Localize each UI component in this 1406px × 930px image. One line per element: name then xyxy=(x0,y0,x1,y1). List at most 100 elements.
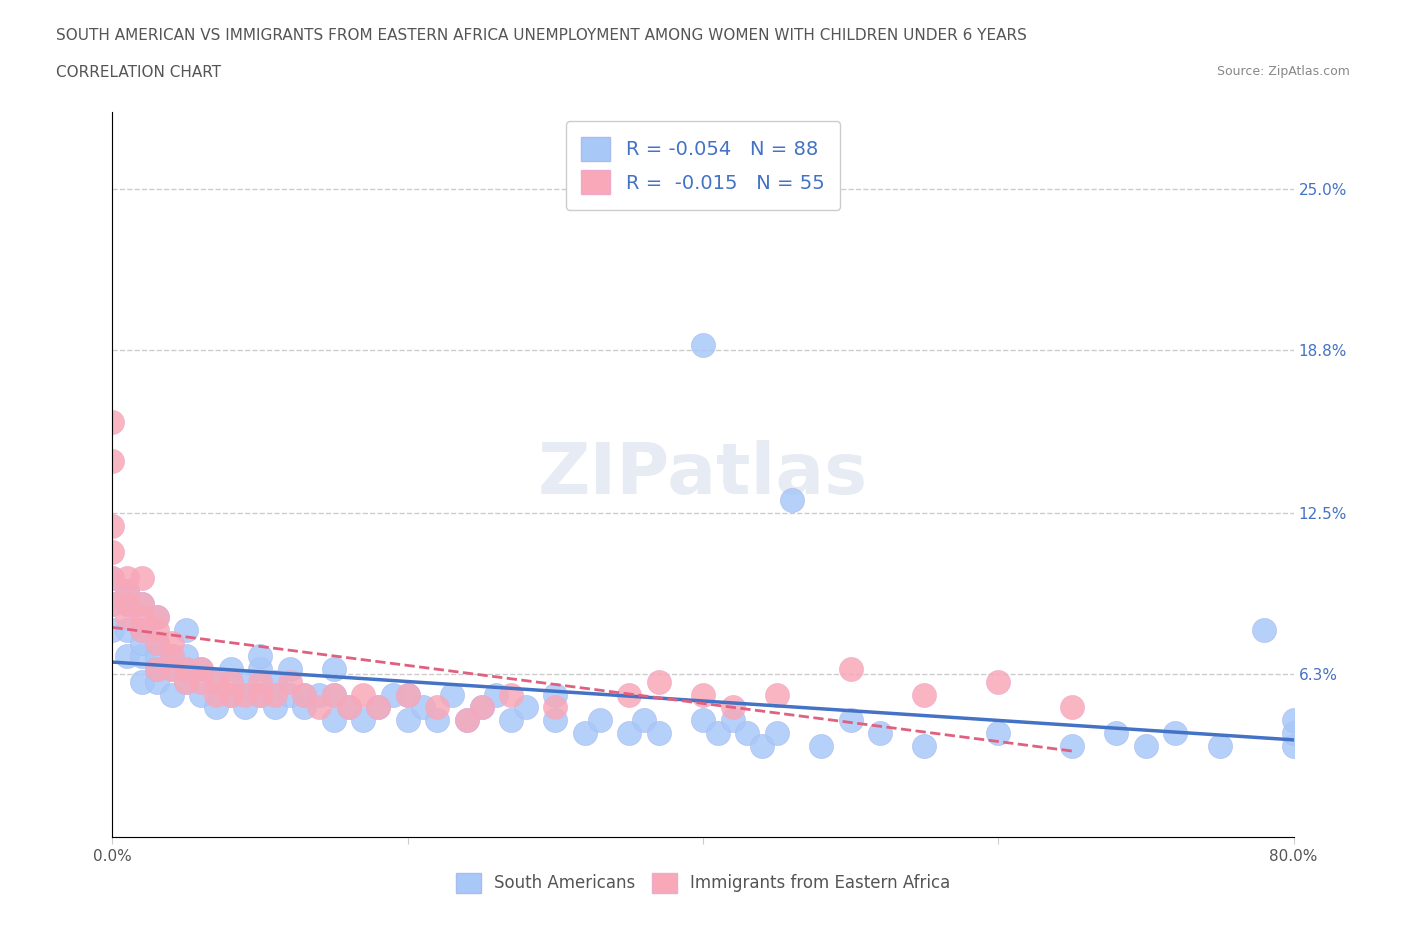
Point xyxy=(101,570,124,585)
Text: Source: ZipAtlas.com: Source: ZipAtlas.com xyxy=(1216,65,1350,78)
Point xyxy=(146,674,169,689)
Point xyxy=(751,738,773,753)
Point xyxy=(619,687,641,702)
Point xyxy=(780,493,803,508)
Point xyxy=(264,687,287,702)
Point xyxy=(249,661,271,676)
Point xyxy=(1282,738,1305,753)
Point xyxy=(117,609,138,624)
Point xyxy=(160,661,183,676)
Point xyxy=(574,726,596,741)
Point xyxy=(839,661,862,676)
Point xyxy=(766,687,789,702)
Point xyxy=(396,687,419,702)
Point xyxy=(737,726,759,741)
Point xyxy=(205,674,228,689)
Point xyxy=(101,622,124,637)
Point xyxy=(101,519,124,534)
Point xyxy=(190,661,212,676)
Point xyxy=(426,713,449,728)
Point xyxy=(810,738,832,753)
Point xyxy=(588,713,610,728)
Point xyxy=(411,700,433,715)
Point xyxy=(131,674,153,689)
Point xyxy=(101,596,124,611)
Point xyxy=(249,648,271,663)
Point xyxy=(470,700,494,715)
Point xyxy=(174,622,197,637)
Point xyxy=(131,648,153,663)
Point xyxy=(706,726,728,741)
Point xyxy=(146,661,169,676)
Point xyxy=(869,726,891,741)
Point xyxy=(101,545,124,560)
Point xyxy=(987,674,1010,689)
Point xyxy=(249,687,271,702)
Point xyxy=(721,713,744,728)
Point xyxy=(987,726,1010,741)
Point xyxy=(382,687,405,702)
Point xyxy=(278,661,301,676)
Point xyxy=(146,661,169,676)
Point xyxy=(1135,738,1157,753)
Legend: R = -0.054   N = 88, R =  -0.015   N = 55: R = -0.054 N = 88, R = -0.015 N = 55 xyxy=(565,121,841,209)
Point xyxy=(117,570,138,585)
Point xyxy=(160,635,183,650)
Point xyxy=(1208,738,1232,753)
Point xyxy=(647,726,671,741)
Point xyxy=(308,700,330,715)
Point xyxy=(278,687,301,702)
Point xyxy=(101,415,124,430)
Point xyxy=(367,700,389,715)
Point xyxy=(308,687,330,702)
Point xyxy=(839,713,862,728)
Point xyxy=(692,687,714,702)
Point xyxy=(1282,713,1305,728)
Point xyxy=(131,596,153,611)
Point xyxy=(647,674,671,689)
Point xyxy=(205,674,228,689)
Point xyxy=(292,700,315,715)
Point xyxy=(1164,726,1187,741)
Point xyxy=(619,726,641,741)
Point xyxy=(914,687,936,702)
Point xyxy=(292,687,315,702)
Point xyxy=(219,687,242,702)
Point xyxy=(633,713,655,728)
Point xyxy=(456,713,478,728)
Point xyxy=(337,700,360,715)
Point xyxy=(131,570,153,585)
Point xyxy=(323,687,346,702)
Point xyxy=(456,713,478,728)
Point xyxy=(131,609,153,624)
Point xyxy=(160,648,183,663)
Point xyxy=(766,726,789,741)
Point xyxy=(292,687,315,702)
Point xyxy=(160,661,183,676)
Text: ZIPatlas: ZIPatlas xyxy=(538,440,868,509)
Point xyxy=(1282,726,1305,741)
Point xyxy=(190,674,212,689)
Point xyxy=(131,622,153,637)
Point xyxy=(249,674,271,689)
Point xyxy=(1062,700,1084,715)
Point xyxy=(544,700,567,715)
Point xyxy=(470,700,494,715)
Point xyxy=(264,674,287,689)
Point xyxy=(146,609,169,624)
Point xyxy=(101,570,124,585)
Point xyxy=(174,674,197,689)
Point xyxy=(219,661,242,676)
Point xyxy=(117,596,138,611)
Point xyxy=(131,622,153,637)
Point xyxy=(1105,726,1128,741)
Point xyxy=(131,635,153,650)
Point xyxy=(1253,622,1275,637)
Point xyxy=(174,661,197,676)
Point xyxy=(544,687,567,702)
Point xyxy=(426,700,449,715)
Point xyxy=(692,713,714,728)
Point xyxy=(190,661,212,676)
Point xyxy=(396,687,419,702)
Point xyxy=(117,622,138,637)
